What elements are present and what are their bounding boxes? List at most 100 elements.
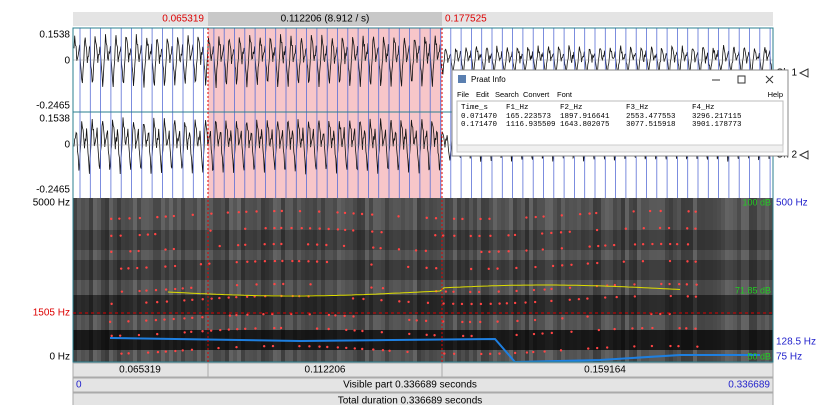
formant-dot [210,329,212,331]
formant-dot [165,288,167,290]
formant-dot [633,345,635,347]
axis-label: 0.1538 [39,30,70,41]
formant-dot [254,260,256,262]
formant-dot [200,263,202,265]
formant-dot [210,297,212,299]
formant-dot [542,248,544,250]
formant-dot [552,265,554,267]
formant-dot [190,287,192,289]
formant-dot [328,314,330,316]
menu-item[interactable]: File [457,90,469,99]
formant-dot [246,296,248,298]
table-header: F2_Hz [560,104,583,112]
formant-dot [273,283,275,285]
formant-dot [613,244,615,246]
formant-dot [145,301,147,303]
formant-dot [660,243,662,245]
formant-dot [407,301,409,303]
formant-dot [156,301,158,303]
formant-dot [461,218,463,220]
scrollbar[interactable] [457,145,783,152]
menu-item[interactable]: Font [557,90,573,99]
formant-dot [165,215,167,217]
formant-dot [120,267,122,269]
formant-dot [371,230,373,232]
formant-dot [632,210,634,212]
formant-dot [166,300,168,302]
formant-dot [470,303,472,305]
formant-dot [371,213,373,215]
formant-dot [686,260,688,262]
formant-dot [452,291,454,293]
formant-dot [515,290,517,292]
selection-end: 0.177525 [445,14,487,25]
formant-dot [362,298,364,300]
formant-dot [272,345,274,347]
formant-dot [642,260,644,262]
formant-dot [119,334,121,336]
formant-dot [137,250,139,252]
formant-dot [173,215,175,217]
praat-editor: 0.065319 0.112206 (8.912 / s) 0.177525 0… [0,0,822,405]
formant-dot [587,262,589,264]
selection-start: 0.065319 [162,14,204,25]
menu-item[interactable]: Search [495,90,519,99]
axis-label: 0 Hz [49,352,70,363]
formant-dot [298,345,300,347]
formant-dot [227,296,229,298]
formant-dot [543,350,545,352]
formant-dot [157,351,159,353]
menu-item[interactable]: Help [768,90,783,99]
formant-dot [264,227,266,229]
formant-dot [560,349,562,351]
formant-dot [478,235,480,237]
formant-dot [498,352,500,354]
formant-dot [470,235,472,237]
formant-dot [191,349,193,351]
formant-dot [263,243,265,245]
formant-dot [316,327,318,329]
formant-dot [210,212,212,214]
formant-dot [372,246,374,248]
formant-dot [425,250,427,252]
formant-dot [308,345,310,347]
axis-label: -0.2465 [36,101,70,112]
formant-dot [578,298,580,300]
formant-dot [676,243,678,245]
formant-dot [649,210,651,212]
formant-dot [669,260,671,262]
formant-dot [325,244,327,246]
formant-dot [694,227,696,229]
formant-dot [236,328,238,330]
formant-dot [109,321,111,323]
formant-dot [246,261,248,263]
visible-end: 0.336689 [728,380,770,391]
formant-dot [110,251,112,253]
formant-dot [550,232,552,234]
menu-item[interactable]: Edit [476,90,490,99]
table-cell: 2553.477553 [626,113,676,121]
formant-dot [570,264,572,266]
formant-dot [309,313,311,315]
formant-dot [642,243,644,245]
spectrogram [73,198,773,362]
formant-dot [274,260,276,262]
intensity-label: 100 dB [742,197,771,207]
table-cell: 1897.916641 [560,113,610,121]
formant-dot [604,296,606,298]
formant-dot [469,321,471,323]
formant-dot [586,297,588,299]
formant-dot [514,234,516,236]
formant-dot [694,210,696,212]
formant-dot [129,250,131,252]
formant-dot [229,314,231,316]
formant-dot [155,319,157,321]
formant-dot [541,332,543,334]
formant-dot [147,233,149,235]
menu-item[interactable]: Convert [523,90,550,99]
formant-dot [408,319,410,321]
formant-dot [273,210,275,212]
formant-band [73,230,773,250]
formant-dot [136,267,138,269]
formant-dot [470,268,472,270]
